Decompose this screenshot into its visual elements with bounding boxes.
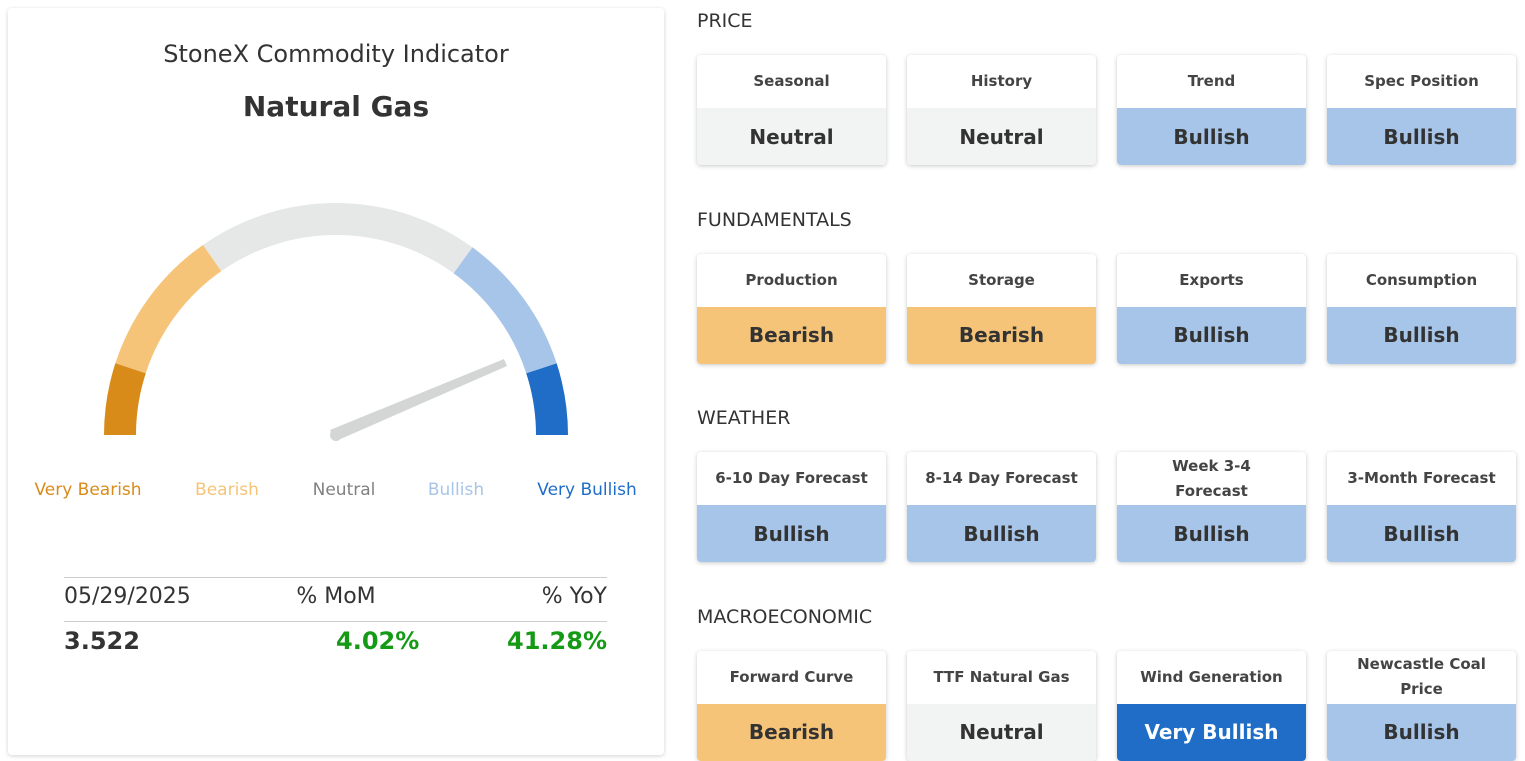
signal-card: Wind Generation Very Bullish [1117,651,1306,761]
divider [64,577,607,578]
gauge-label: Neutral [312,480,376,500]
gauge-label: Very Bullish [537,480,637,500]
gauge [104,203,568,441]
gauge-segment [453,247,557,374]
summary-value: 3.522 [64,627,140,655]
signal-status: Bearish [907,306,1096,364]
signal-label: 3-Month Forecast [1347,469,1496,487]
signal-label: Wind Generation [1140,667,1283,686]
signal-label: Exports [1179,270,1244,289]
signal-label: Spec Position [1364,72,1479,90]
needle [330,359,507,441]
signal-status: Bearish [697,306,886,364]
signal-label: Trend [1187,72,1236,90]
signal-status: Neutral [907,108,1096,165]
signal-card: Trend Bullish [1117,55,1306,165]
summary-value: 4.02% [336,627,420,655]
gauge-segment [115,244,222,374]
signal-card: Production Bearish [697,254,886,364]
section-title: FUNDAMENTALS [697,208,852,231]
summary-header: 05/29/2025 [64,584,191,609]
gauge-label: Bearish [195,480,259,500]
summary-header: % MoM [296,584,376,609]
signal-card: TTF Natural Gas Neutral [907,651,1096,761]
gauge-label: Very Bearish [34,480,142,500]
signal-status: Bullish [1117,306,1306,364]
summary-header: % YoY [541,584,607,609]
indicator-card: StoneX Commodity Indicator Natural Gas V… [8,8,664,755]
summary-value: 41.28% [507,627,607,655]
divider [64,621,607,622]
signal-status: Bullish [1327,505,1516,562]
signal-status: Bullish [1327,108,1516,165]
gauge-segment [526,363,568,436]
signal-label: Production [745,270,838,289]
signal-label: Storage [968,270,1035,289]
signal-label: 8-14 Day Forecast [925,469,1078,487]
signal-card: Consumption Bullish [1327,254,1516,364]
signal-label: 6-10 Day Forecast [715,469,868,487]
signal-label: Consumption [1365,270,1478,289]
signal-label: Forward Curve [729,667,854,686]
signal-status: Bearish [697,703,886,761]
signal-label: TTF Natural Gas [933,667,1070,686]
signal-card: Exports Bullish [1117,254,1306,364]
signal-status: Bullish [1117,108,1306,165]
needle-hub [330,429,342,441]
signal-card: Forward Curve Bearish [697,651,886,761]
signal-status: Bullish [697,505,886,562]
signal-card: Storage Bearish [907,254,1096,364]
section-title: MACROECONOMIC [697,605,873,628]
section-title: PRICE [697,10,753,32]
signal-card: History Neutral [907,55,1096,165]
title: Natural Gas [242,90,430,123]
signal-label: Week 3-4 Forecast [1172,456,1251,500]
subtitle: StoneX Commodity Indicator [163,40,509,68]
gauge-segment [104,363,146,436]
signal-card: Spec Position Bullish [1327,55,1516,165]
signal-status: Bullish [1327,703,1516,761]
signal-label: Seasonal [753,72,830,90]
signal-card: 6-10 Day Forecast Bullish [697,452,886,562]
signal-card: Week 3-4 Forecast Bullish [1117,452,1306,562]
signal-status: Very Bullish [1117,703,1306,761]
signal-card: 3-Month Forecast Bullish [1327,452,1516,562]
signal-status: Neutral [697,108,886,165]
gauge-segment [202,203,473,274]
signal-card: 8-14 Day Forecast Bullish [907,452,1096,562]
gauge-label: Bullish [427,480,485,500]
signal-card: Newcastle Coal Price Bullish [1327,651,1516,761]
signal-card: Seasonal Neutral [697,55,886,165]
section-title: WEATHER [697,407,791,429]
signal-status: Bullish [907,505,1096,562]
signal-status: Neutral [907,703,1096,761]
signal-label: History [970,72,1033,90]
signal-label: Newcastle Coal Price [1357,655,1486,698]
signal-status: Bullish [1327,306,1516,364]
signal-status: Bullish [1117,505,1306,562]
